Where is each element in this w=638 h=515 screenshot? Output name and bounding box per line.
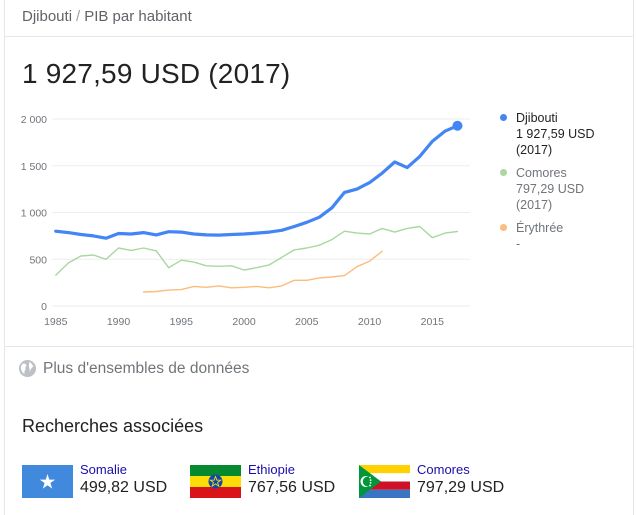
- headline-value: 1 927,59 USD (2017): [22, 58, 291, 89]
- comoros-flag-icon: [359, 465, 410, 498]
- series-line-erythree: [142, 250, 383, 293]
- legend-year: (2017): [516, 143, 553, 157]
- legend-dot-icon: [500, 114, 507, 121]
- legend-value: 797,29 USD: [516, 182, 585, 196]
- breadcrumb: Djibouti / PIB par habitant: [22, 8, 192, 25]
- y-tick-label: 1 000: [21, 208, 47, 220]
- related-value: 767,56 USD: [248, 479, 336, 496]
- y-tick-label: 1 500: [21, 161, 47, 173]
- legend-entry-djibouti[interactable]: Djibouti 1 927,59 USD (2017): [500, 110, 630, 158]
- legend-entry-comores[interactable]: Comores 797,29 USD (2017): [500, 165, 630, 213]
- series-endpoint-marker: [452, 120, 463, 131]
- related-value: 797,29 USD: [417, 479, 505, 496]
- x-tick-label: 2000: [232, 316, 256, 328]
- breadcrumb-separator: /: [76, 8, 81, 25]
- related-name: Somalie: [80, 462, 127, 477]
- legend-name: Djibouti: [516, 111, 558, 125]
- x-tick-label: 2005: [295, 316, 319, 328]
- related-name: Comores: [417, 462, 470, 477]
- x-tick-label: 2015: [421, 316, 445, 328]
- x-tick-label: 2010: [358, 316, 382, 328]
- series-line-comores: [55, 225, 459, 276]
- x-tick-label: 1995: [170, 316, 194, 328]
- y-tick-label: 2 000: [21, 114, 47, 126]
- related-value: 499,82 USD: [80, 479, 168, 496]
- globe-icon: [18, 359, 37, 378]
- breadcrumb-country-link[interactable]: Djibouti: [22, 8, 73, 25]
- legend-name: Comores: [516, 166, 567, 180]
- breadcrumb-indicator: PIB par habitant: [84, 8, 192, 25]
- knowledge-card: [4, 0, 634, 515]
- legend-entry-erythree[interactable]: Érythrée -: [500, 220, 630, 252]
- legend-year: (2017): [516, 198, 553, 212]
- legend-value: 1 927,59 USD: [516, 127, 595, 141]
- related-searches-title: Recherches associées: [22, 416, 204, 436]
- divider: [4, 346, 634, 347]
- more-datasets-label: Plus d'ensembles de données: [43, 359, 250, 377]
- related-item-ethiopie[interactable]: Ethiopie 767,56 USD: [190, 462, 335, 499]
- chart-legend: Djibouti 1 927,59 USD (2017) Comores 797…: [500, 110, 630, 259]
- legend-value: -: [516, 237, 521, 251]
- more-datasets-link[interactable]: Plus d'ensembles de données: [18, 359, 249, 378]
- x-tick-label: 1990: [107, 316, 131, 328]
- legend-name: Érythrée: [516, 221, 564, 235]
- legend-dot-icon: [500, 224, 507, 231]
- y-tick-label: 500: [29, 254, 47, 266]
- divider: [4, 36, 634, 37]
- y-tick-label: 0: [41, 301, 47, 313]
- somalia-flag-icon: [22, 465, 73, 498]
- gdp-line-chart[interactable]: 0 500 1 000 1 500 2 000 1985 1990 1995 2000 2005 2…: [0, 100, 500, 340]
- legend-dot-icon: [500, 169, 507, 176]
- related-item-comores[interactable]: Comores 797,29 USD: [359, 462, 504, 499]
- related-item-somalie[interactable]: Somalie 499,82 USD: [22, 462, 167, 499]
- related-name: Ethiopie: [248, 462, 295, 477]
- x-tick-label: 1985: [44, 316, 68, 328]
- series-line-djibouti: [54, 124, 459, 240]
- ethiopia-flag-icon: [190, 465, 241, 498]
